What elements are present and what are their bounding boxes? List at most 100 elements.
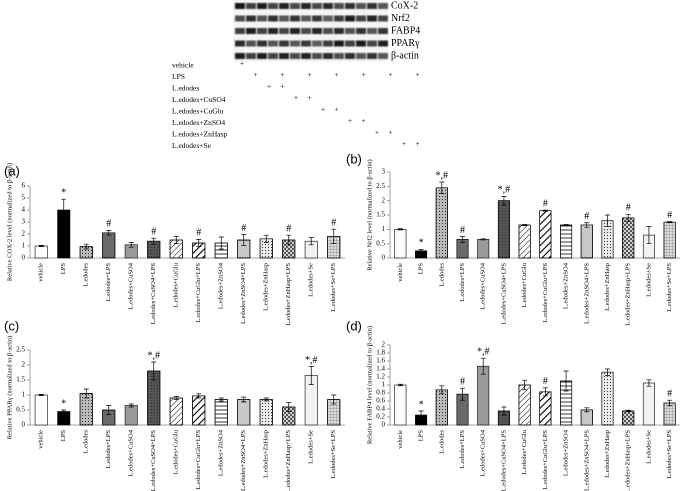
error-bar: [646, 226, 652, 245]
x-tick-label: L.edodes+ZnHasp+LPS: [625, 263, 632, 326]
blot-band: [279, 3, 289, 9]
significance-label: *: [61, 398, 66, 409]
treatment-label: L.edodes+CuSO4: [172, 95, 226, 104]
bar: [34, 394, 48, 426]
y-tick-label: 1.5: [376, 211, 385, 219]
blot-band: [235, 3, 245, 9]
y-tick-label: 5: [22, 194, 26, 202]
treatment-label: vehicle: [172, 61, 194, 70]
error-bar: [128, 242, 134, 248]
blot-band: [323, 53, 333, 59]
error-bar: [522, 379, 528, 391]
x-tick-label: L.edodes+CuGlu+LPS: [542, 263, 549, 323]
blot-band: [290, 15, 300, 22]
x-tick-label: L.edodes+Se: [308, 263, 315, 297]
treatment-mark: +: [361, 70, 365, 79]
error-bar: [151, 237, 157, 245]
bar-hatch: [435, 187, 448, 259]
error-bar: [646, 379, 652, 387]
error-bar: [106, 405, 112, 415]
x-tick-label: L.edodes: [83, 430, 90, 454]
x-tick-label: L.edodes+CuSO4: [480, 429, 487, 476]
x-tick-label: L.edodes+ZnHasp: [604, 430, 611, 478]
x-tick-label: LPS: [60, 263, 67, 275]
treatment-mark: +: [375, 128, 379, 137]
x-tick-label: L.edodes+ZnHasp: [263, 430, 270, 478]
error-bar: [460, 236, 465, 243]
significance-label: *,#: [148, 350, 161, 361]
blot-band: [312, 15, 322, 22]
blot-band: [246, 53, 256, 59]
significance-label: #: [286, 223, 291, 234]
error-bar: [83, 388, 89, 399]
blot-band: [356, 15, 366, 22]
bar-hatch: [497, 200, 510, 259]
error-bar: [501, 406, 507, 416]
y-tick-label: 0.4: [376, 405, 385, 413]
blot-band: [268, 40, 278, 47]
blot-band: [345, 53, 355, 59]
x-tick-label: L.edodes+LPS: [459, 263, 466, 302]
bar-hatch: [539, 210, 552, 259]
significance-label: #: [626, 203, 631, 214]
error-bar: [218, 236, 224, 250]
blot-band: [235, 15, 245, 22]
bar: [34, 245, 48, 259]
bar-hatch: [622, 410, 635, 426]
error-bar: [584, 407, 590, 413]
x-tick-label: L.edodes+ZnHasp: [263, 263, 270, 311]
x-tick-label: L.edodes+ZnSO4: [218, 429, 225, 476]
y-tick-label: 2.5: [16, 346, 25, 354]
y-tick-label: 2: [22, 230, 26, 238]
x-tick-label: LPS: [60, 430, 67, 442]
blot-band: [323, 28, 333, 34]
x-tick-label: L.edodes+ZnSO4+LPS: [583, 430, 590, 491]
blot-band: [367, 28, 377, 34]
blot-band: [290, 3, 300, 9]
x-tick-label: L.edodes+ZnSO4+LPS: [583, 263, 590, 324]
blot-band: [334, 40, 344, 47]
bar: [394, 384, 407, 426]
treatment-mark: +: [253, 70, 257, 79]
x-tick-label: L.edodes: [83, 263, 90, 287]
y-tick-label: 2: [382, 341, 386, 349]
error-bar: [308, 237, 314, 246]
treatment-mark: +: [307, 70, 311, 79]
y-tick-label: 1.4: [376, 365, 385, 373]
y-tick-label: 4: [22, 206, 26, 214]
y-tick-label: 0: [382, 421, 386, 429]
bar-hatch: [102, 232, 116, 259]
blot-band: [334, 15, 344, 22]
treatment-label: L.edodes+ZnSO4: [172, 118, 225, 127]
error-bar: [397, 383, 403, 387]
blot-band: [257, 3, 267, 9]
error-bar: [173, 236, 179, 244]
western-blot: [233, 0, 388, 62]
significance-label: #: [584, 211, 589, 222]
blot-band: [378, 40, 388, 47]
bar: [57, 411, 71, 426]
error-bar: [106, 230, 112, 236]
x-tick-label: L.edodes: [438, 430, 445, 454]
significance-label: *: [61, 187, 66, 198]
error-bar: [397, 228, 403, 231]
x-tick-label: LPS: [418, 430, 425, 442]
error-bar: [263, 234, 269, 243]
error-bar: [331, 394, 337, 405]
bar: [477, 365, 490, 426]
blot-band: [367, 15, 377, 22]
y-tick-label: 0: [22, 421, 26, 429]
treatment-mark: +: [321, 105, 325, 114]
y-tick-label: 0.5: [16, 406, 25, 414]
blot-band: [301, 53, 311, 59]
y-axis-title: Relative FABP4 level (normalized to β-ac…: [366, 326, 373, 444]
blot-band: [268, 3, 278, 9]
blot-band: [378, 28, 388, 34]
significance-label: *,#: [436, 170, 449, 181]
error-bar: [501, 196, 507, 206]
y-axis-title: Relative Nrf2 level (normalized to β-act…: [366, 159, 373, 270]
x-tick-label: L.edodes+CuGlu: [173, 262, 180, 307]
blot-band: [279, 40, 289, 47]
treatment-mark: +: [334, 70, 338, 79]
